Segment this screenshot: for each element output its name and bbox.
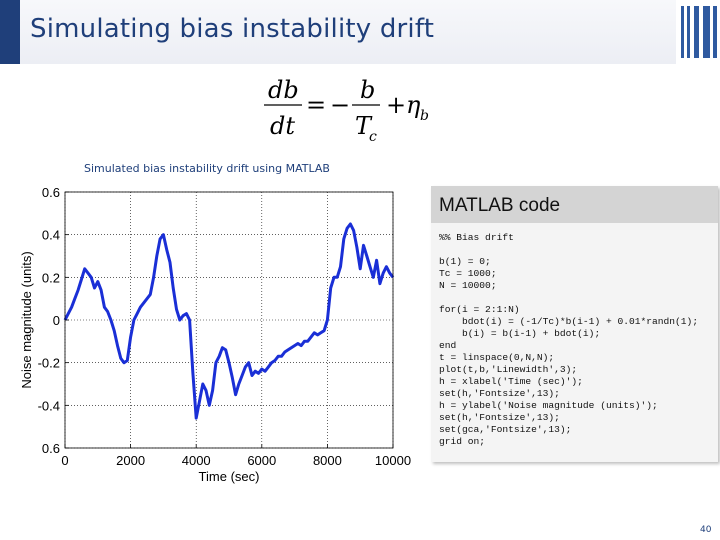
code-line: t = linspace(0,N,N); [439,352,555,363]
code-line: for(i = 2:1:N) [439,304,520,315]
equation-lhs-denominator: dt [270,112,295,140]
slide-title: Simulating bias instability drift [30,14,435,44]
x-tick-label: 4000 [182,453,211,468]
y-tick-label: -0.2 [38,356,60,371]
y-tick-label: 0.6 [42,185,60,200]
title-decoration-bar [713,6,717,58]
equation-eta-subscript: b [420,108,429,124]
equation-equals: = [306,91,326,119]
y-tick-label: 0.4 [42,228,60,243]
equation-minus: − [330,91,350,119]
chart-background [0,178,430,488]
title-decoration-bar [687,6,690,58]
code-line: h = ylabel('Noise magnitude (units)'); [439,400,658,411]
equation-lhs-numerator: db [268,76,299,104]
series-line [63,222,395,420]
code-line [439,292,698,304]
equation-plus: + [386,91,406,119]
chart: 0 2000 4000 6000 8000 10000 0.6 0.4 0.2 0 -0.2 -0.4… [0,178,430,488]
chart-caption: Simulated bias instability drift using M… [84,162,330,175]
code-listing: %% Bias drift b(1) = 0; Tc = 1000; N = 100… [439,232,698,448]
page-number: 40 [700,525,712,535]
equation-rhs-denominator-subscript: c [369,129,377,145]
chart-plot-area [63,222,395,420]
code-line: b(1) = 0; [439,256,491,267]
x-tick-label: 6000 [247,453,276,468]
code-line: plot(t,b,'Linewidth',3); [439,364,578,375]
title-bar [0,0,676,64]
y-tick-label: 0 [53,313,60,328]
x-tick-label: 0 [61,453,68,468]
code-line: Tc = 1000; [439,268,497,279]
code-panel-header: MATLAB code [431,186,718,223]
code-line: set(gca,'Fontsize',13); [439,424,572,435]
x-tick-label: 8000 [313,453,342,468]
y-tick-label: 0.6 [42,441,60,456]
code-line: set(h,'Fontsize',13); [439,412,560,423]
code-line [439,244,698,256]
x-tick-label: 10000 [375,453,411,468]
code-line: end [439,340,457,351]
equation-rhs-numerator: b [360,76,375,104]
code-panel: MATLAB code %% Bias drift b(1) = 0; Tc = … [431,186,718,462]
code-panel-title: MATLAB code [439,195,561,216]
title-decoration-bar [694,6,699,58]
code-line: h = xlabel('Time (sec)'); [439,376,583,387]
title-decoration-bar [703,6,710,58]
code-line: set(h,'Fontsize',13); [439,388,560,399]
equation-rhs-denominator: T [355,112,373,140]
title-decoration-bar [681,6,684,58]
code-line: N = 10000; [439,280,497,291]
chart-x-axis-label: Time (sec) [199,469,260,484]
code-line: b(i) = b(i-1) + bdot(i); [439,328,601,339]
x-tick-label: 2000 [116,453,145,468]
code-line: bdot(i) = (-1/Tc)*b(i-1) + 0.01*randn(1)… [439,316,699,327]
code-line: %% Bias drift [439,232,514,243]
y-tick-label: -0.4 [38,398,60,413]
chart-y-axis-label: Noise magnitude (units) [19,251,34,388]
equation-eta: η [406,91,421,119]
title-accent-bar [0,0,20,64]
code-line: grid on; [439,436,486,447]
equation: db dt = − b T c + η b [264,76,429,145]
chart-ticks: 0 2000 4000 6000 8000 10000 0.6 0.4 0.2 0 -0.2 -0.4… [38,185,411,468]
y-tick-label: 0.2 [42,270,60,285]
